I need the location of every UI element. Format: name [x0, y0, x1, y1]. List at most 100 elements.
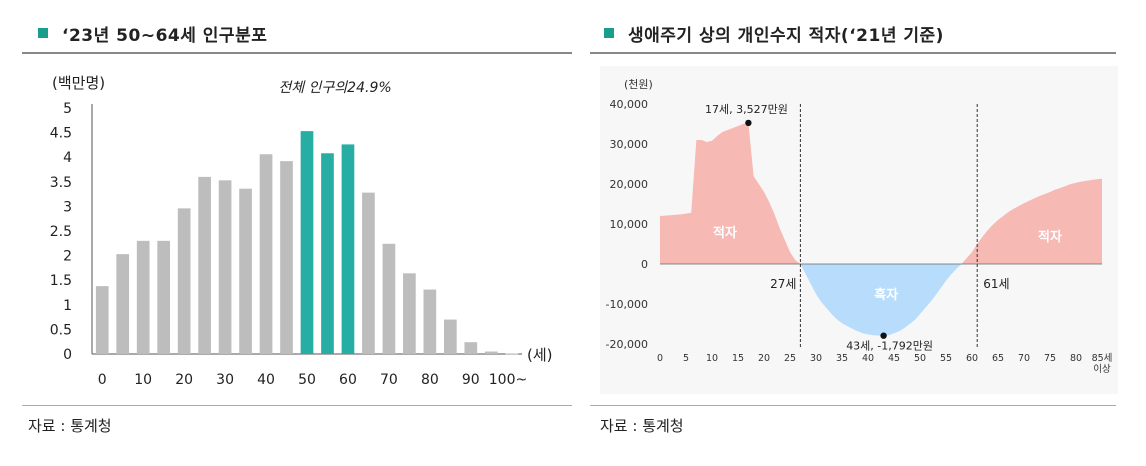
bar-30 — [218, 180, 232, 354]
chart-title: ‘23년 50~64세 인구분포 — [62, 25, 268, 46]
x-tick-label: 0 — [98, 372, 107, 388]
bar-75 — [403, 273, 416, 354]
lifecycle-area-chart: (천원) 40,000 30,000 20,000 10,000 0 -10,000 -20,… — [606, 77, 1113, 375]
x-tick-label: 5 — [683, 353, 689, 364]
region-label-deficit: 적자 — [1038, 229, 1062, 245]
y-tick-label: 0.5 — [50, 322, 72, 338]
y-tick-label: 4 — [63, 150, 72, 166]
divider-label: 61세 — [983, 277, 1009, 291]
bullet-square-icon — [38, 28, 48, 38]
x-tick-label: 45 — [888, 353, 900, 364]
bar-25 — [198, 176, 211, 354]
x-tick-label: 55 — [940, 353, 952, 364]
bar-65 — [362, 192, 375, 354]
bar-85 — [443, 319, 457, 354]
population-bar-chart: (백만명)00.511.522.533.544.550 10 20 30 40 50 60 7… — [50, 74, 553, 388]
divider-label: 27세 — [770, 277, 796, 291]
y-axis-label: (백만명) — [52, 74, 105, 92]
bar-95 — [484, 351, 498, 354]
y-tick-label: -20,000 — [606, 338, 648, 351]
x-tick-label: 20 — [758, 353, 770, 364]
title-divider — [22, 52, 572, 54]
bar-15 — [157, 240, 171, 354]
x-tick-label: 35 — [836, 353, 848, 364]
y-axis-label: (천원) — [624, 77, 653, 91]
bar-60 — [341, 144, 355, 354]
x-tick-label: 0 — [657, 353, 663, 364]
bar-10 — [136, 240, 150, 354]
surplus-area — [660, 264, 1102, 336]
panel-lifecycle: 생애주기 상의 개인수지 적자(‘21년 기준) (천원) 40,000 30,00… — [588, 0, 1146, 466]
x-tick-label: 60 — [339, 372, 357, 388]
bar-35 — [239, 188, 252, 354]
x-tick-label: 30 — [216, 372, 234, 388]
panel-population: ‘23년 50~64세 인구분포 (백만명) 0 0.5 1 1.5 2 2.5 3 3.5 4 4… — [0, 0, 572, 466]
peak-point — [880, 332, 887, 339]
y-tick-label: -10,000 — [606, 298, 648, 311]
x-tick-label: 50 — [298, 372, 316, 388]
title-divider — [590, 52, 1116, 54]
y-tick-label: 3.5 — [50, 175, 72, 191]
source-note: 자료 : 통계청 — [600, 417, 684, 435]
y-tick-label: 3 — [63, 199, 72, 215]
x-tick-label: 40 — [257, 372, 275, 388]
region-label-surplus: 흑자 — [874, 287, 898, 303]
y-tick-label: 20,000 — [610, 178, 649, 191]
y-tick-label: 10,000 — [610, 218, 649, 231]
bar-40 — [259, 154, 273, 354]
x-tick-label: 20 — [175, 372, 193, 388]
bar-100 — [505, 353, 519, 355]
peak-point — [745, 119, 752, 127]
y-tick-label: 1.5 — [50, 273, 72, 289]
bar-80 — [423, 289, 437, 354]
x-tick-label: 10 — [134, 372, 152, 388]
x-tick-label: 70 — [1018, 353, 1030, 364]
source-divider — [590, 405, 1116, 406]
x-tick-label: 80 — [1070, 353, 1082, 364]
y-tick-label: 1 — [63, 298, 72, 314]
x-tick-label: 10 — [706, 353, 718, 364]
bullet-square-icon — [604, 28, 614, 38]
x-tick-label: 80 — [421, 372, 439, 388]
y-tick-label: 0 — [641, 258, 648, 271]
y-tick-label: 4.5 — [50, 126, 72, 142]
x-tick-label: 15 — [732, 353, 744, 364]
x-tick-label: 100~ — [489, 372, 527, 388]
x-tick-label: 75 — [1044, 353, 1056, 364]
x-tick-label: 50 — [914, 353, 926, 364]
source-divider — [22, 405, 572, 406]
deficit-area — [660, 122, 1102, 264]
title-row: ‘23년 50~64세 인구분포 — [38, 18, 267, 48]
x-tick-label: 30 — [810, 353, 822, 364]
bar-45 — [280, 161, 293, 354]
x-tick-label: 25 — [784, 353, 796, 364]
title-row: 생애주기 상의 개인수지 적자(‘21년 기준) — [604, 18, 944, 48]
x-tick-label: 90 — [462, 372, 480, 388]
bar-55 — [321, 153, 334, 354]
bar-70 — [382, 243, 396, 354]
y-tick-label: 30,000 — [610, 138, 649, 151]
bar-5 — [116, 254, 130, 354]
x-tick-label: 40 — [862, 353, 874, 364]
bar-90 — [464, 342, 478, 354]
x-tick-label-line2: 이상 — [1093, 364, 1111, 375]
y-tick-label: 2.5 — [50, 224, 72, 240]
x-tick-label: 60 — [966, 353, 978, 364]
bar-20 — [177, 208, 191, 354]
region-label-deficit: 적자 — [713, 225, 737, 241]
y-tick-label: 0 — [63, 347, 72, 363]
point-label: 17세, 3,527만원 — [705, 103, 788, 116]
x-tick-label: 85세 — [1092, 353, 1113, 364]
bar-0 — [95, 286, 109, 354]
bar-50 — [300, 131, 314, 354]
point-label: 43세, -1,792만원 — [846, 340, 933, 353]
x-tick-label: 65 — [992, 353, 1004, 364]
chart-title: 생애주기 상의 개인수지 적자(‘21년 기준) — [628, 25, 944, 46]
annotation-share: 전체 인구의24.9% — [278, 80, 391, 96]
source-note: 자료 : 통계청 — [28, 417, 112, 435]
x-axis-label: (세) — [527, 346, 553, 364]
y-tick-label: 5 — [63, 101, 72, 117]
y-tick-label: 40,000 — [610, 98, 649, 111]
y-tick-label: 2 — [63, 249, 72, 265]
x-tick-label: 70 — [380, 372, 398, 388]
